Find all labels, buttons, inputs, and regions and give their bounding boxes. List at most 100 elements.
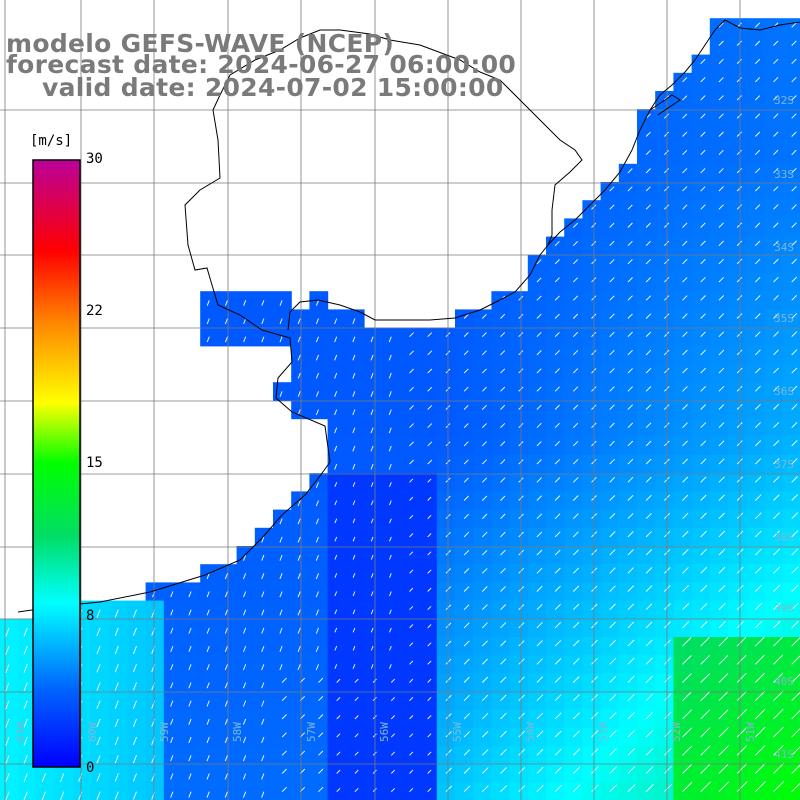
- wind-vector: [5, 755, 10, 764]
- wind-vector: [409, 605, 414, 611]
- speed-cell: [746, 254, 765, 274]
- wind-vector: [463, 622, 470, 629]
- wind-vector: [188, 627, 192, 634]
- wind-vector: [261, 664, 265, 671]
- wind-vector: [791, 476, 798, 483]
- wind-vector: [297, 336, 301, 343]
- wind-vector: [352, 372, 356, 379]
- wind-vector: [389, 500, 392, 506]
- wind-vector: [500, 785, 508, 793]
- wind-vector: [390, 678, 396, 683]
- wind-vector: [645, 313, 652, 319]
- wind-vector: [463, 568, 470, 574]
- wind-vector: [718, 458, 725, 465]
- wind-vector: [427, 769, 432, 774]
- wind-vector: [279, 609, 283, 616]
- wind-vector: [279, 300, 283, 306]
- speed-cell: [455, 473, 474, 492]
- wind-vector: [389, 518, 392, 524]
- wind-vector: [773, 276, 779, 283]
- wind-vector: [609, 712, 617, 720]
- wind-vector: [389, 554, 392, 560]
- speed-cell: [564, 546, 583, 565]
- wind-vector: [591, 639, 598, 647]
- wind-vector: [572, 730, 580, 738]
- speed-cell: [527, 582, 547, 602]
- wind-vector: [609, 349, 615, 356]
- wind-vector: [224, 300, 228, 306]
- wind-vector: [352, 500, 356, 506]
- speed-cell: [327, 673, 347, 693]
- wind-vector: [463, 676, 470, 683]
- wind-vector: [352, 645, 356, 651]
- wind-vector: [427, 624, 432, 629]
- wind-vector: [645, 331, 652, 338]
- wind-vector: [261, 682, 265, 689]
- wind-vector: [500, 586, 506, 592]
- speed-cell: [400, 728, 420, 747]
- wind-vector: [536, 730, 544, 738]
- wind-vector: [500, 313, 506, 319]
- wind-vector: [572, 676, 580, 683]
- wind-vector: [645, 494, 652, 501]
- wind-vector: [572, 259, 579, 265]
- wind-vector: [463, 694, 470, 702]
- speed-cell: [782, 436, 800, 456]
- wind-vector: [627, 748, 636, 756]
- wind-vector: [500, 386, 506, 392]
- speed-cell: [746, 546, 765, 565]
- wind-vector: [536, 585, 543, 592]
- wind-vector: [281, 786, 287, 793]
- wind-vector: [718, 476, 725, 483]
- speed-cell: [527, 546, 547, 565]
- wind-vector: [554, 621, 562, 629]
- wind-vector: [718, 440, 725, 447]
- speed-cell: [655, 582, 674, 602]
- wind-vector: [773, 113, 779, 119]
- wind-vector: [663, 186, 670, 192]
- speed-cell: [691, 145, 711, 165]
- speed-cell: [527, 436, 547, 456]
- wind-vector: [463, 386, 469, 392]
- wind-vector: [188, 591, 192, 598]
- wind-vector: [572, 621, 580, 629]
- speed-cell: [782, 273, 800, 292]
- wind-vector: [754, 548, 762, 556]
- wind-vector: [96, 664, 101, 673]
- speed-cell: [709, 309, 729, 329]
- wind-vector: [682, 186, 688, 192]
- wind-vector: [481, 313, 487, 319]
- wind-vector: [518, 622, 525, 629]
- wind-vector: [700, 149, 706, 156]
- speed-cell: [655, 291, 674, 310]
- wind-vector: [206, 718, 210, 725]
- wind-vector: [318, 714, 324, 720]
- wind-vector: [261, 755, 265, 762]
- wind-vector: [645, 729, 654, 738]
- wind-vector: [336, 696, 341, 702]
- wind-vector: [645, 531, 652, 538]
- wind-vector: [754, 276, 761, 283]
- wind-vector: [518, 730, 526, 738]
- wind-vector: [261, 645, 265, 652]
- speed-cell: [273, 691, 292, 711]
- lat-label: 34S: [774, 241, 794, 254]
- speed-cell: [109, 782, 128, 800]
- speed-cell: [782, 491, 800, 511]
- wind-vector: [427, 459, 433, 465]
- wind-vector: [518, 785, 526, 793]
- wind-vector: [23, 645, 28, 655]
- wind-vector: [334, 645, 338, 651]
- wind-vector: [773, 781, 785, 793]
- wind-vector: [481, 423, 487, 429]
- wind-vector: [334, 318, 338, 325]
- wind-vector: [23, 627, 28, 637]
- wind-vector: [700, 781, 711, 793]
- wind-vector: [736, 40, 742, 46]
- wind-vector: [281, 768, 287, 774]
- wind-vector: [718, 186, 724, 192]
- speed-cell: [655, 145, 674, 165]
- wind-vector: [334, 372, 338, 379]
- wind-vector: [754, 566, 762, 574]
